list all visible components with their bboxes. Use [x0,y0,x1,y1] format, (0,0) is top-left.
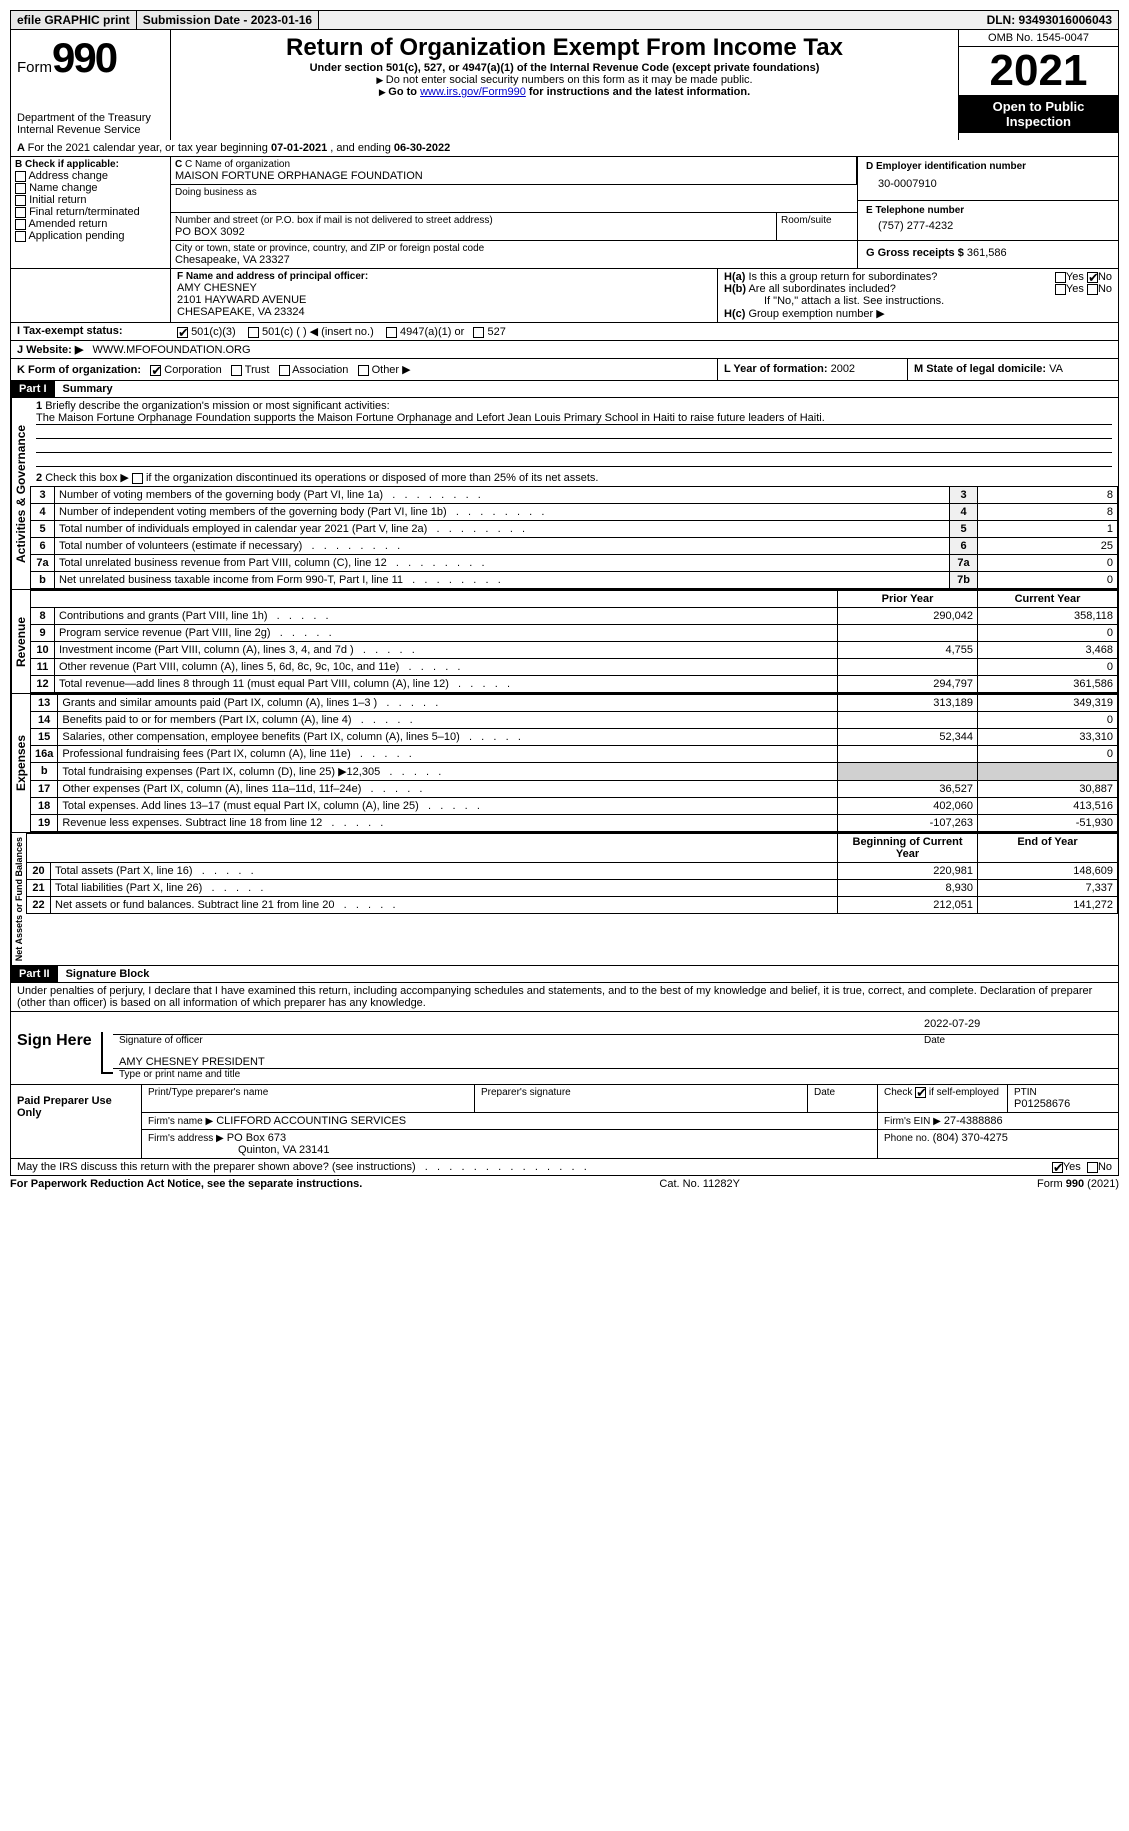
dln: DLN: 93493016006043 [981,11,1118,29]
check-assoc[interactable] [279,365,290,376]
org-city: Chesapeake, VA 23327 [175,254,853,266]
check-trust[interactable] [231,365,242,376]
check-address-change[interactable] [15,171,26,182]
phone-value: (757) 277-4232 [866,216,1110,236]
firm-ein: 27-4388886 [944,1115,1003,1127]
org-address: PO BOX 3092 [175,226,772,238]
check-name-change[interactable] [15,183,26,194]
check-501c3[interactable] [177,327,188,338]
part1-body: Activities & Governance 1 Briefly descri… [10,398,1119,590]
mission-text: The Maison Fortune Orphanage Foundation … [36,412,1112,425]
revenue-table: Prior Year Current Year8 Contributions a… [30,590,1118,693]
sign-here-block: Sign Here 2022-07-29 Signature of office… [10,1012,1119,1085]
officer-block: F Name and address of principal officer:… [10,269,1119,323]
line-i: I Tax-exempt status: 501(c)(3) 501(c) ( … [10,323,1119,341]
entity-block: B Check if applicable: Address change Na… [10,157,1119,269]
gross-receipts: 361,586 [967,247,1007,259]
check-amended[interactable] [15,219,26,230]
check-final-return[interactable] [15,207,26,218]
check-501c[interactable] [248,327,259,338]
line-j: J Website: ▶ WWW.MFOFOUNDATION.ORG [10,341,1119,359]
firm-name: CLIFFORD ACCOUNTING SERVICES [216,1115,406,1127]
line-a: A For the 2021 calendar year, or tax yea… [10,140,1119,157]
form-title: Return of Organization Exempt From Incom… [179,34,950,62]
hb-yes[interactable] [1055,284,1066,295]
form-number: Form990 [17,34,164,82]
box-b: B Check if applicable: Address change Na… [11,157,171,268]
part1-header: Part ISummary [10,381,1119,398]
line-klm: K Form of organization: Corporation Trus… [10,359,1119,381]
part1-expenses: Expenses 13 Grants and similar amounts p… [10,694,1119,833]
submission-date: Submission Date - 2023-01-16 [137,11,319,29]
footer: For Paperwork Reduction Act Notice, see … [10,1176,1119,1190]
firm-phone: (804) 370-4275 [933,1132,1008,1144]
org-name: MAISON FORTUNE ORPHANAGE FOUNDATION [175,170,852,182]
section-activities-governance: Activities & Governance [11,398,30,589]
check-527[interactable] [473,327,484,338]
firm-addr1: PO Box 673 [227,1132,286,1144]
open-inspection: Open to Public Inspection [959,95,1118,133]
efile-print-button[interactable]: efile GRAPHIC print [11,11,137,29]
check-initial-return[interactable] [15,195,26,206]
instr-link: Go to www.irs.gov/Form990 for instructio… [179,86,950,98]
governance-table: 3 Number of voting members of the govern… [30,486,1118,589]
form-subtitle: Under section 501(c), 527, or 4947(a)(1)… [179,62,950,74]
ein-label: D Employer identification number [866,161,1110,172]
ptin: P01258676 [1014,1098,1112,1110]
website: WWW.MFOFOUNDATION.ORG [93,344,251,356]
ha-no[interactable] [1087,272,1098,283]
sig-date: 2022-07-29 [918,1016,1118,1035]
year-formation: 2002 [831,363,855,375]
part1-netassets: Net Assets or Fund Balances Beginning of… [10,833,1119,966]
expenses-table: 13 Grants and similar amounts paid (Part… [30,694,1118,832]
officer-name: AMY CHESNEY [177,282,711,294]
part2-header: Part IISignature Block [10,966,1119,983]
state-domicile: VA [1049,363,1063,375]
check-discontinued[interactable] [132,473,143,484]
paid-preparer-block: Paid Preparer Use Only Print/Type prepar… [10,1085,1119,1159]
discuss-row: May the IRS discuss this return with the… [10,1159,1119,1176]
check-app-pending[interactable] [15,231,26,242]
check-corp[interactable] [150,365,161,376]
tax-year: 2021 [959,47,1118,95]
check-self-employed[interactable] [915,1087,926,1098]
check-4947[interactable] [386,327,397,338]
officer-name-title: AMY CHESNEY PRESIDENT [113,1046,1118,1069]
dept-treasury: Department of the Treasury [17,112,164,124]
part1-revenue: Revenue Prior Year Current Year8 Contrib… [10,590,1119,694]
netassets-table: Beginning of Current Year End of Year20 … [26,833,1118,914]
form-header: Form990 Department of the Treasury Inter… [10,30,1119,140]
check-other[interactable] [358,365,369,376]
penalty-text: Under penalties of perjury, I declare th… [10,983,1119,1012]
hb-no[interactable] [1087,284,1098,295]
firm-addr2: Quinton, VA 23141 [148,1144,871,1156]
instr-ssn: Do not enter social security numbers on … [179,74,950,86]
omb-number: OMB No. 1545-0047 [959,30,1118,47]
discuss-no[interactable] [1087,1162,1098,1173]
top-bar: efile GRAPHIC print Submission Date - 20… [10,10,1119,30]
discuss-yes[interactable] [1052,1162,1063,1173]
irs-label: Internal Revenue Service [17,124,164,136]
ein-value: 30-0007910 [866,172,1110,196]
irs-link[interactable]: www.irs.gov/Form990 [420,86,526,98]
ha-yes[interactable] [1055,272,1066,283]
